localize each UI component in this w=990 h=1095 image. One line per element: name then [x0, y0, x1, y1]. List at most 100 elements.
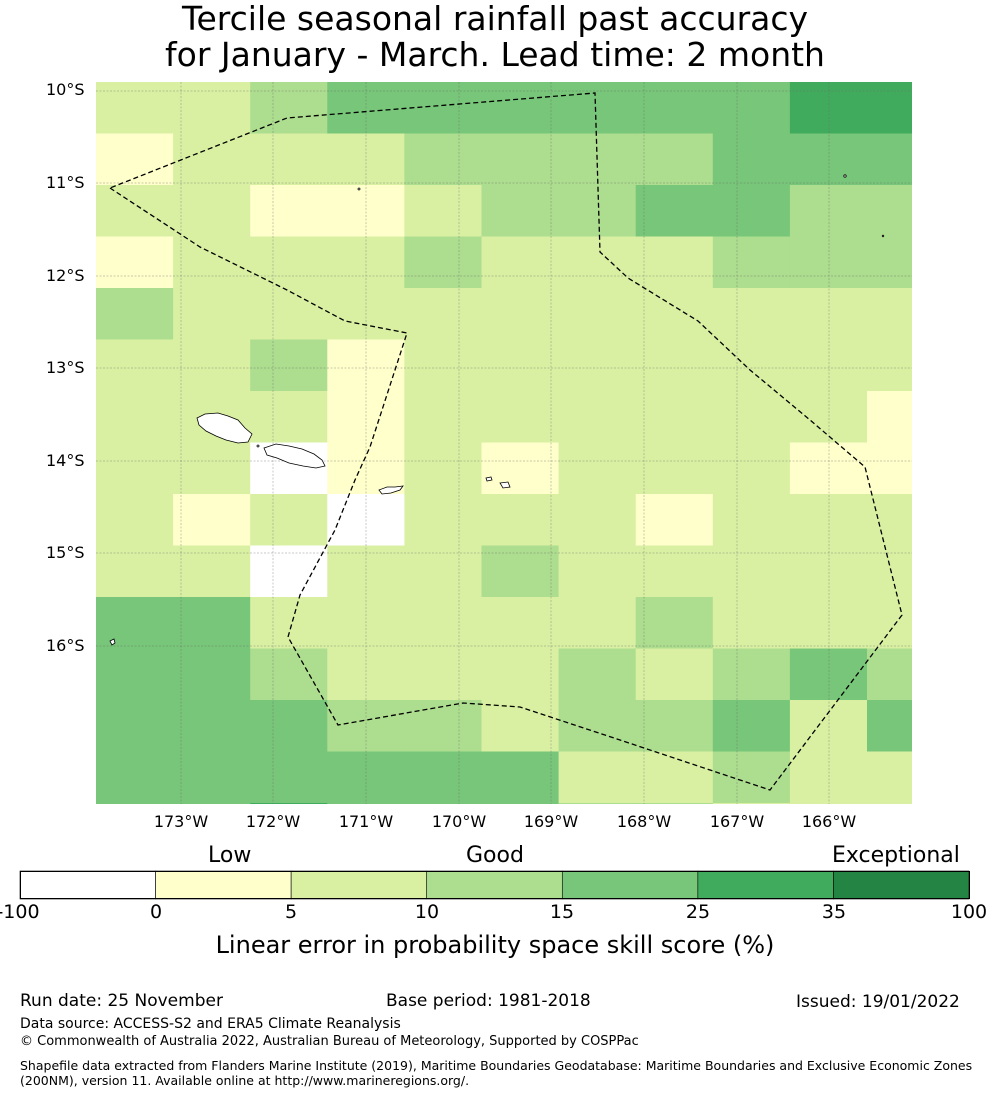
- grid-cell: [481, 700, 560, 752]
- grid-cell: [481, 597, 560, 649]
- grid-cell: [558, 391, 637, 443]
- wallis-island: [109, 638, 116, 646]
- lat-label-16s: 16°S: [46, 636, 85, 655]
- grid-cell: [327, 185, 405, 237]
- islet-east: [881, 234, 885, 238]
- grid-cell: [558, 236, 637, 289]
- lat-label-12s: 12°S: [46, 266, 85, 285]
- grid-cell: [96, 185, 174, 237]
- grid-cell: [404, 803, 482, 804]
- grid-cell: [327, 545, 405, 598]
- grid-cell: [481, 185, 560, 237]
- grid-cell: [789, 339, 868, 392]
- grid-cell: [712, 700, 791, 752]
- grid-cell: [481, 545, 560, 598]
- grid-cell: [789, 236, 868, 289]
- copyright-notice: © Commonwealth of Australia 2022, Austra…: [20, 1034, 639, 1049]
- grid-cell: [481, 288, 560, 340]
- grid-cell: [404, 82, 482, 134]
- grid-cell: [558, 700, 637, 752]
- grid-cell: [481, 236, 560, 289]
- colorbar-tick: -100: [0, 901, 40, 923]
- grid-cell: [96, 597, 174, 649]
- lon-label-167w: 167°W: [709, 812, 765, 831]
- colorbar-tick: 100: [950, 901, 988, 923]
- grid-cell: [867, 288, 912, 340]
- grid-cell: [789, 545, 868, 598]
- grid-cell: [867, 236, 912, 289]
- lat-label-15s: 15°S: [46, 543, 85, 562]
- grid-cell: [404, 236, 482, 289]
- map-title-line1: Tercile seasonal rainfall past accuracy: [181, 0, 809, 38]
- grid-cell: [867, 442, 912, 495]
- issued-date: Issued: 19/01/2022: [796, 992, 960, 1012]
- colorbar-segment: [19, 870, 156, 900]
- savaii-island: [196, 412, 253, 444]
- grid-cell: [173, 133, 251, 186]
- grid-cell: [867, 700, 912, 752]
- shapefile-credit-line2: (200NM), version 11. Available online at…: [20, 1073, 470, 1088]
- grid-cell: [635, 339, 714, 392]
- lat-label-11s: 11°S: [46, 173, 85, 192]
- grid-cell: [250, 236, 328, 289]
- lon-label-171w: 171°W: [338, 812, 394, 831]
- grid-cell: [250, 803, 328, 804]
- grid-cell: [250, 339, 328, 392]
- grid-cell: [635, 288, 714, 340]
- grid-cell: [558, 648, 637, 701]
- grid-cell: [173, 545, 251, 598]
- skill-grid: [96, 82, 912, 804]
- grid-cell: [558, 803, 637, 804]
- samoa-islands: [109, 174, 885, 646]
- colorbar-tick: 35: [821, 901, 847, 923]
- grid-cell: [789, 597, 868, 649]
- data-source: Data source: ACCESS-S2 and ERA5 Climate …: [20, 1016, 401, 1032]
- grid-cell: [404, 648, 482, 701]
- grid-cell: [173, 288, 251, 340]
- grid-cell: [250, 185, 328, 237]
- grid-cell: [250, 133, 328, 186]
- colorbar-segment: [833, 870, 970, 900]
- grid-cell: [712, 133, 791, 186]
- grid-cell: [173, 751, 251, 804]
- grid-cell: [635, 442, 714, 495]
- eez-boundary: [109, 92, 903, 791]
- grid-cell: [867, 803, 912, 804]
- grid-cell: [481, 82, 560, 134]
- grid-cell: [789, 185, 868, 237]
- grid-cell: [867, 133, 912, 186]
- grid-cell: [635, 82, 714, 134]
- graticule: [96, 82, 912, 804]
- lat-label-13s: 13°S: [46, 358, 85, 377]
- grid-cell: [635, 185, 714, 237]
- grid-cell: [173, 82, 251, 134]
- grid-cell: [173, 700, 251, 752]
- grid-cell: [789, 391, 868, 443]
- grid-cell: [558, 545, 637, 598]
- grid-cell: [481, 648, 560, 701]
- colorbar-category-good: Good: [466, 843, 524, 868]
- upolu-island: [263, 443, 326, 469]
- grid-cell: [96, 82, 174, 134]
- grid-cell: [404, 185, 482, 237]
- grid-cell: [404, 288, 482, 340]
- grid-cell: [558, 442, 637, 495]
- grid-cell: [867, 545, 912, 598]
- grid-cell: [712, 597, 791, 649]
- grid-cell: [96, 751, 174, 804]
- grid-cell: [635, 597, 714, 649]
- grid-cell: [712, 494, 791, 546]
- colorbar-label: Linear error in probability space skill …: [215, 931, 775, 959]
- grid-cell: [481, 803, 560, 804]
- grid-cell: [96, 803, 174, 804]
- grid-cell: [712, 648, 791, 701]
- ofu-island: [485, 476, 493, 482]
- grid-cell: [867, 648, 912, 701]
- grid-cell: [635, 236, 714, 289]
- run-date: Run date: 25 November: [20, 991, 223, 1011]
- grid-cell: [712, 803, 791, 804]
- grid-cell: [404, 700, 482, 752]
- grid-cell: [712, 442, 791, 495]
- grid-cell: [789, 288, 868, 340]
